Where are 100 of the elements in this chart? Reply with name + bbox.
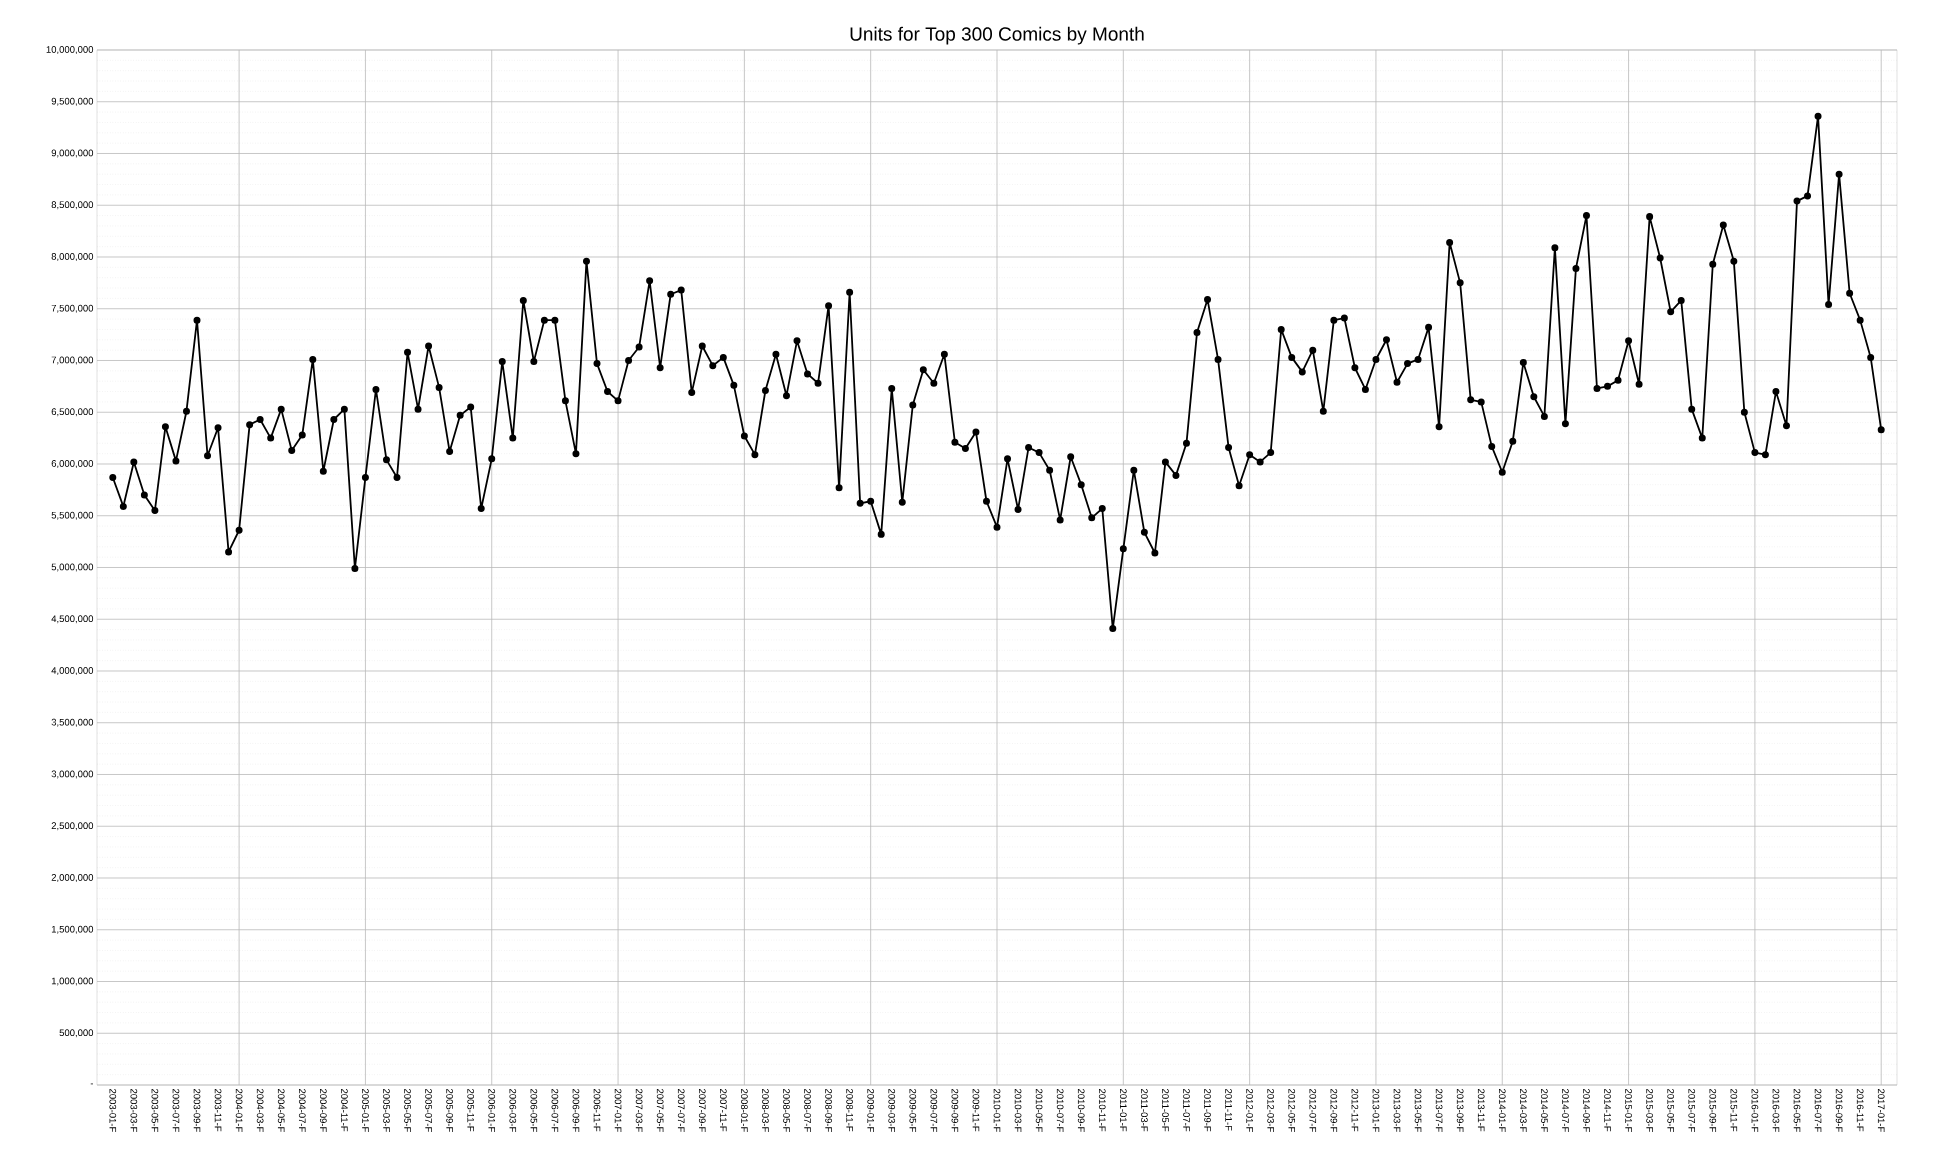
x-tick-label: 2013-03-F — [1393, 1089, 1401, 1132]
x-tick-label: 2005-11-F — [467, 1089, 475, 1132]
x-tick-label: 2015-09-F — [1709, 1089, 1717, 1132]
x-tick-label: 2015-01-F — [1625, 1089, 1632, 1132]
x-tick-label: 2016-05-F — [1793, 1089, 1801, 1132]
x-tick-label: 2012-11-F — [1351, 1089, 1359, 1132]
x-tick-label: 2008-09-F — [825, 1089, 832, 1132]
x-tick-label: 2005-05-F — [404, 1089, 411, 1132]
x-tick-label: 2008-05-F — [783, 1089, 790, 1132]
x-tick-label: 2012-05-F — [1288, 1089, 1296, 1132]
y-tick-label: 6,000,000 — [51, 460, 94, 468]
y-tick-label: 5,000,000 — [51, 563, 94, 572]
y-tick-label: 7,500,000 — [51, 304, 94, 313]
x-tick-label: 2014-07-F — [1562, 1089, 1569, 1132]
x-tick-label: 2009-05-F — [909, 1089, 917, 1132]
x-tick-label: 2006-11-F — [593, 1089, 601, 1132]
x-tick-label: 2003-03-F — [130, 1089, 138, 1132]
x-tick-label: 2013-11-F — [1477, 1089, 1485, 1132]
y-tick-label: 2,500,000 — [51, 822, 94, 831]
x-tick-label: 2010-05-F — [1035, 1089, 1043, 1132]
x-tick-label: 2005-09-F — [446, 1089, 453, 1132]
x-tick-label: 2011-01-F — [1119, 1089, 1127, 1132]
x-tick-label: 2008-03-F — [762, 1089, 769, 1132]
x-tick-label: 2014-01-F — [1498, 1089, 1506, 1132]
x-tick-label: 2005-01-F — [362, 1089, 369, 1132]
x-tick-label: 2009-03-F — [888, 1089, 896, 1132]
x-tick-label: 2015-05-F — [1667, 1089, 1675, 1132]
x-tick-label: 2004-07-F — [298, 1089, 306, 1132]
x-tick-label: 2007-03-F — [635, 1089, 643, 1132]
x-tick-label: 2012-07-F — [1309, 1089, 1317, 1132]
x-tick-label: 2010-11-F — [1098, 1089, 1106, 1132]
y-tick-label: 6,500,000 — [51, 408, 94, 417]
x-tick-label: 2007-01-F — [614, 1089, 622, 1132]
y-tick-label: 1,000,000 — [51, 977, 94, 986]
x-tick-label: 2013-05-F — [1414, 1089, 1422, 1132]
x-tick-label: 2015-03-F — [1646, 1089, 1653, 1132]
x-tick-label: 2010-07-F — [1056, 1089, 1064, 1132]
x-tick-label: 2009-09-F — [951, 1089, 959, 1132]
x-tick-label: 2013-07-F — [1435, 1089, 1443, 1132]
x-tick-label: 2008-07-F — [804, 1089, 811, 1132]
y-tick-label: 9,500,000 — [51, 97, 94, 106]
x-tick-label: 2004-05-F — [277, 1089, 285, 1132]
x-tick-label: 2011-05-F — [1162, 1089, 1169, 1132]
x-tick-label: 2006-03-F — [509, 1089, 517, 1132]
x-tick-label: 2013-01-F — [1372, 1089, 1380, 1132]
x-tick-label: 2003-05-F — [151, 1089, 159, 1132]
x-tick-label: 2016-07-F — [1814, 1089, 1822, 1132]
x-tick-label: 2010-09-F — [1077, 1089, 1085, 1132]
chart-title: Units for Top 300 Comics by Month — [850, 26, 1144, 45]
x-tick-label: 2016-01-F — [1751, 1089, 1759, 1132]
x-tick-label: 2015-07-F — [1688, 1089, 1696, 1132]
x-tick-label: 2003-11-F — [214, 1089, 222, 1132]
x-tick-label: 2007-11-F — [719, 1089, 727, 1132]
x-tick-label: 2007-09-F — [698, 1089, 706, 1132]
x-tick-label: 2011-09-F — [1204, 1089, 1211, 1132]
y-tick-label: 8,000,000 — [51, 253, 94, 261]
x-tick-label: 2003-01-F — [109, 1089, 117, 1132]
y-tick-label: 7,000,000 — [51, 356, 94, 365]
x-tick-label: 2011-07-F — [1183, 1089, 1190, 1132]
x-tick-label: 2007-07-F — [677, 1089, 685, 1132]
x-tick-label: 2006-07-F — [551, 1089, 559, 1132]
x-tick-label: 2009-01-F — [867, 1089, 875, 1132]
x-tick-label: 2012-03-F — [1267, 1089, 1275, 1132]
x-tick-label: 2008-11-F — [846, 1089, 853, 1132]
x-tick-label: 2004-11-F — [341, 1089, 348, 1132]
x-tick-label: 2009-07-F — [930, 1089, 938, 1132]
x-tick-label: 2009-11-F — [972, 1089, 980, 1132]
x-tick-label: 2014-09-F — [1583, 1089, 1590, 1132]
y-tick-label: 500,000 — [59, 1029, 94, 1038]
x-tick-label: 2008-01-F — [741, 1089, 748, 1132]
x-tick-label: 2014-03-F — [1519, 1089, 1527, 1132]
x-tick-label: 2010-01-F — [993, 1089, 1001, 1132]
x-tick-label: 2017-01-F — [1877, 1089, 1885, 1132]
x-tick-label: 2012-09-F — [1330, 1089, 1338, 1132]
x-tick-label: 2004-01-F — [235, 1089, 243, 1132]
x-tick-label: 2004-09-F — [319, 1089, 327, 1132]
x-tick-label: 2016-11-F — [1856, 1089, 1864, 1132]
y-tick-label: 9,000,000 — [51, 149, 94, 158]
y-tick-label: 3,500,000 — [51, 718, 94, 727]
x-tick-label: 2014-11-F — [1604, 1089, 1611, 1132]
x-tick-label: 2003-09-F — [193, 1089, 201, 1132]
x-tick-label: 2013-09-F — [1456, 1089, 1464, 1132]
x-tick-label: 2005-07-F — [425, 1089, 432, 1132]
y-tick-label: - — [90, 1083, 94, 1085]
y-tick-label: 5,500,000 — [51, 511, 94, 520]
y-tick-label: 4,500,000 — [51, 615, 94, 624]
x-tick-label: 2014-05-F — [1541, 1089, 1548, 1132]
x-tick-label: 2006-09-F — [572, 1089, 580, 1132]
x-tick-label: 2003-07-F — [172, 1089, 180, 1132]
x-tick-label: 2011-03-F — [1141, 1089, 1148, 1132]
x-tick-label: 2006-01-F — [488, 1089, 496, 1132]
x-tick-label: 2010-03-F — [1014, 1089, 1022, 1132]
y-tick-label: 8,500,000 — [51, 201, 94, 210]
x-tick-label: 2004-03-F — [256, 1089, 264, 1132]
x-tick-label: 2006-05-F — [530, 1089, 538, 1132]
x-tick-label: 2016-03-F — [1772, 1089, 1780, 1132]
y-tick-label: 2,000,000 — [51, 874, 94, 882]
x-tick-label: 2011-11-F — [1225, 1089, 1232, 1131]
y-tick-label: 3,000,000 — [51, 770, 94, 779]
x-tick-label: 2016-09-F — [1835, 1089, 1843, 1132]
